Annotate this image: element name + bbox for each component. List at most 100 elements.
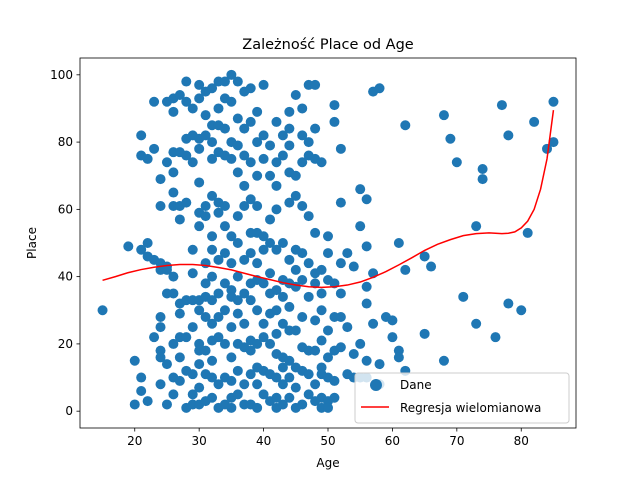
data-point [329,100,340,111]
data-point [207,137,218,148]
data-point [297,201,308,211]
data-point [284,355,295,366]
data-point [174,308,185,319]
data-point [265,268,276,279]
data-point [174,352,185,363]
data-point [213,254,224,265]
data-point [232,295,243,306]
data-point [323,352,333,363]
data-point [451,157,462,168]
data-point [387,332,398,343]
data-point [335,197,346,208]
data-point [226,69,237,80]
data-point [271,328,282,339]
data-point [503,298,514,309]
data-point [213,288,224,299]
data-point [161,359,172,370]
data-point [200,130,211,141]
data-point [219,248,230,259]
data-point [323,231,333,242]
data-point [245,157,256,168]
data-point [219,221,230,232]
data-point [387,315,398,326]
data-point [213,207,224,218]
data-point [174,214,185,225]
data-point [207,372,218,383]
data-point [245,369,256,380]
data-point [200,110,211,121]
data-point [252,201,263,211]
data-point [226,153,237,164]
data-point [200,278,211,289]
data-point [258,389,269,400]
data-point [168,338,179,349]
data-point [239,150,250,161]
data-point [226,375,237,386]
data-point [136,244,147,255]
data-point [290,325,301,336]
data-point [226,96,237,107]
data-point [136,372,147,383]
data-point [187,244,198,255]
data-point [168,271,179,282]
data-point [219,338,230,349]
data-point [277,130,288,141]
data-point [219,278,230,289]
data-point [187,369,198,380]
data-point [361,194,372,205]
data-point [290,190,301,201]
data-point [239,288,250,299]
data-point [155,312,166,322]
data-point [277,379,288,390]
data-point [297,399,308,410]
data-point [265,170,276,181]
data-point [361,355,372,366]
data-point [252,137,263,148]
data-point [297,248,308,259]
data-point [219,76,230,87]
data-point [258,244,269,255]
data-point [200,312,211,322]
data-point [335,143,346,154]
data-point [97,305,108,316]
x-axis-label: Age [316,456,339,470]
data-point [297,275,308,285]
data-point [361,241,372,252]
data-point [271,116,282,127]
data-point [310,379,321,390]
data-point [316,288,327,299]
data-point [219,305,230,316]
data-point [194,93,205,104]
data-point [187,268,198,279]
data-point [245,295,256,306]
legend-marker-scatter [370,379,382,391]
data-point [265,238,276,248]
data-point [310,345,321,356]
data-point [213,332,224,343]
data-point [252,338,263,349]
data-point [271,305,282,316]
data-point [168,288,179,299]
data-point [161,157,172,168]
data-point [496,100,507,111]
data-point [310,123,321,134]
y-axis-label: Place [25,227,39,259]
data-point [207,318,218,329]
data-point [265,214,276,225]
data-point [207,244,218,255]
data-point [516,305,527,316]
data-point [303,389,314,400]
data-point [232,113,243,124]
data-point [123,241,134,252]
data-point [271,244,282,255]
x-tick-label: 30 [192,434,207,448]
data-point [219,123,230,134]
data-point [194,177,205,188]
data-point [290,170,301,181]
data-point [226,402,237,413]
data-point [265,140,276,151]
data-point [284,197,295,208]
data-point [355,221,366,232]
data-point [213,312,224,322]
